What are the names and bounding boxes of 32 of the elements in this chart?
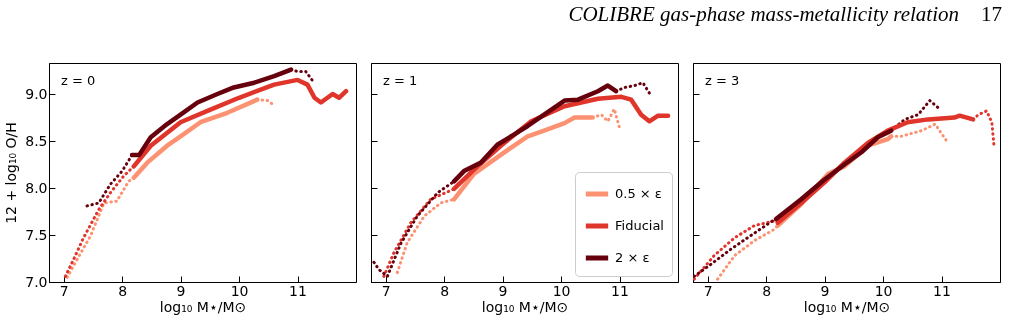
y-tick-label: 7.0	[25, 273, 48, 290]
x-tick-label: 10	[552, 282, 571, 299]
x-tick-label: 10	[874, 282, 893, 299]
y-axis-title: 12 + log₁₀ O/H	[3, 122, 20, 224]
y-tick-label: 9.0	[25, 85, 48, 102]
x-tick-label: 7	[59, 282, 69, 299]
x-tick-label: 8	[762, 282, 772, 299]
x-tick-label: 11	[289, 282, 307, 299]
legend-label: Fiducial	[615, 218, 664, 233]
x-axis-title: log₁₀ M⋆/M⊙	[159, 298, 247, 315]
annotation: z = 3	[705, 73, 740, 88]
x-axis-title: log₁₀ M⋆/M⊙	[803, 298, 891, 315]
y-tick-label: 8.0	[25, 179, 48, 196]
annotation: z = 0	[61, 73, 96, 88]
annotation: z = 1	[383, 73, 418, 88]
text: COLIBRE gas-phase mass-metallicity relation	[568, 2, 959, 26]
x-tick-label: 11	[611, 282, 629, 299]
legend-label: 2 × ε	[615, 250, 650, 265]
x-tick-label: 10	[230, 282, 249, 299]
x-tick-label: 11	[933, 282, 951, 299]
x-tick-label: 7	[703, 282, 713, 299]
y-tick-label: 8.5	[25, 132, 48, 149]
x-tick-label: 7	[381, 282, 391, 299]
x-tick-label: 9	[820, 282, 830, 299]
x-tick-label: 8	[440, 282, 450, 299]
text: 17	[981, 2, 1002, 26]
x-tick-label: 9	[498, 282, 508, 299]
x-tick-label: 9	[176, 282, 186, 299]
x-axis-title: log₁₀ M⋆/M⊙	[481, 298, 569, 315]
y-tick-label: 7.5	[25, 226, 48, 243]
x-tick-label: 8	[118, 282, 128, 299]
legend-label: 0.5 × ε	[615, 186, 662, 201]
